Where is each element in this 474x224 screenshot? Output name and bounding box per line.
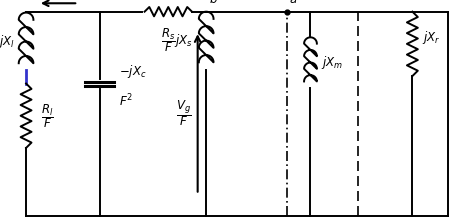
Text: $jX_s$: $jX_s$ (174, 32, 193, 49)
Text: $jX_l$: $jX_l$ (0, 33, 15, 50)
Text: $jX_r$: $jX_r$ (422, 29, 440, 46)
Text: $a$: $a$ (289, 0, 298, 6)
Text: $\dfrac{R_l}{F}$: $\dfrac{R_l}{F}$ (41, 102, 54, 130)
Text: $-jX_c$: $-jX_c$ (119, 63, 147, 80)
Text: $F^2$: $F^2$ (119, 93, 134, 109)
Text: $jX_m$: $jX_m$ (321, 54, 343, 71)
Text: $\dfrac{V_g}{F}$: $\dfrac{V_g}{F}$ (176, 98, 192, 128)
Text: $\dfrac{R_s}{F}$: $\dfrac{R_s}{F}$ (161, 27, 176, 54)
Text: $b$: $b$ (209, 0, 218, 6)
